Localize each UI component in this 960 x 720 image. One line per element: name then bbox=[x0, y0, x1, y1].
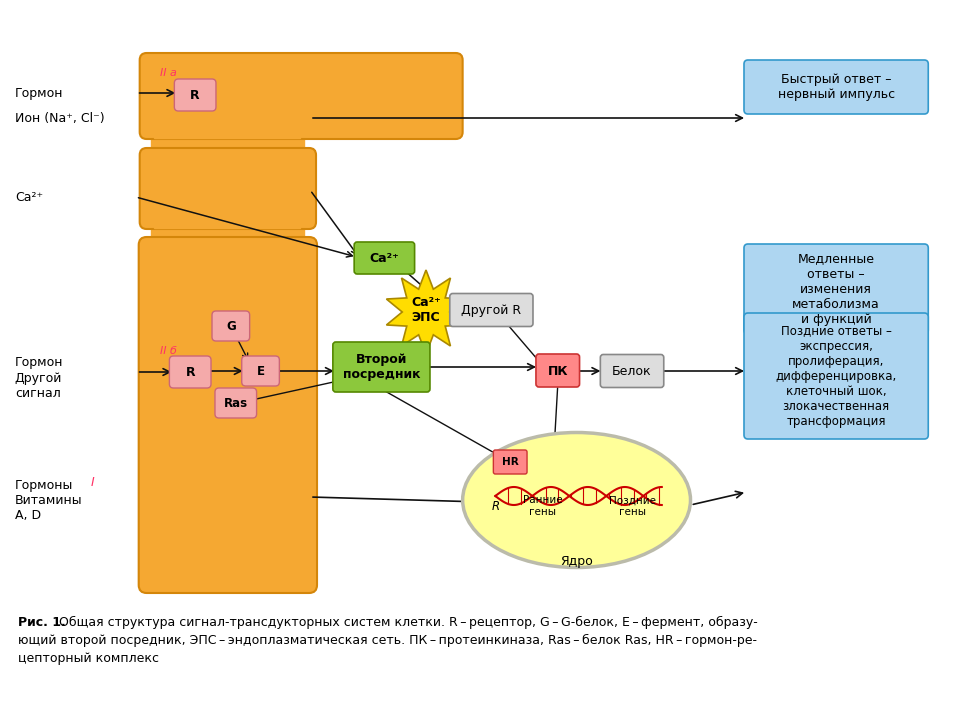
Text: Витамины: Витамины bbox=[14, 493, 83, 506]
Text: Ca²⁺: Ca²⁺ bbox=[370, 251, 399, 264]
Polygon shape bbox=[387, 270, 466, 354]
Text: Ранние
гены: Ранние гены bbox=[523, 495, 563, 517]
FancyBboxPatch shape bbox=[212, 311, 250, 341]
Text: А, D: А, D bbox=[14, 508, 41, 521]
FancyBboxPatch shape bbox=[354, 242, 415, 274]
Text: HR: HR bbox=[502, 457, 518, 467]
Text: Ras: Ras bbox=[224, 397, 248, 410]
Text: Ca²⁺
ЭПС: Ca²⁺ ЭПС bbox=[411, 296, 441, 324]
Text: ПК: ПК bbox=[547, 364, 568, 377]
FancyBboxPatch shape bbox=[215, 388, 256, 418]
Text: Поздние ответы –
экспрессия,
пролиферация,
дифференцировка,
клеточный шок,
злока: Поздние ответы – экспрессия, пролифераци… bbox=[776, 325, 897, 428]
Text: II а: II а bbox=[160, 68, 178, 78]
FancyBboxPatch shape bbox=[744, 244, 928, 334]
Text: Рис. 1.: Рис. 1. bbox=[18, 616, 65, 629]
FancyBboxPatch shape bbox=[333, 342, 430, 392]
Text: Другой: Другой bbox=[14, 372, 62, 384]
FancyBboxPatch shape bbox=[242, 356, 279, 386]
Text: Гормон: Гормон bbox=[14, 86, 63, 99]
Text: R: R bbox=[492, 500, 499, 513]
Bar bbox=[154, 126, 300, 138]
Text: сигнал: сигнал bbox=[14, 387, 60, 400]
Text: Белок: Белок bbox=[612, 364, 652, 377]
Text: Медленные
ответы –
изменения
метаболизма
и функций: Медленные ответы – изменения метаболизма… bbox=[792, 253, 880, 325]
Text: Второй
посредник: Второй посредник bbox=[343, 353, 420, 381]
Text: Другой R: Другой R bbox=[462, 304, 521, 317]
FancyBboxPatch shape bbox=[600, 354, 663, 387]
FancyBboxPatch shape bbox=[744, 60, 928, 114]
Text: Ион (Na⁺, Cl⁻): Ион (Na⁺, Cl⁻) bbox=[14, 112, 105, 125]
FancyBboxPatch shape bbox=[536, 354, 580, 387]
Text: ющий второй посредник, ЭПС – эндоплазматическая сеть. ПК – протеинкиназа, Ras – : ющий второй посредник, ЭПС – эндоплазмат… bbox=[18, 634, 756, 647]
Text: Общая структура сигнал-трансдукторных систем клетки. R – рецептор, G – G-белок, : Общая структура сигнал-трансдукторных си… bbox=[60, 616, 758, 629]
Text: Ca²⁺: Ca²⁺ bbox=[14, 191, 43, 204]
Text: Ядро: Ядро bbox=[561, 556, 593, 569]
Text: Гормоны: Гормоны bbox=[14, 479, 73, 492]
Text: R: R bbox=[190, 89, 200, 102]
Bar bbox=[151, 220, 304, 252]
Text: цепторный комплекс: цепторный комплекс bbox=[18, 652, 158, 665]
FancyBboxPatch shape bbox=[744, 313, 928, 439]
Bar bbox=[154, 216, 300, 228]
Text: II б: II б bbox=[160, 346, 178, 356]
Text: R: R bbox=[185, 366, 195, 379]
FancyBboxPatch shape bbox=[140, 53, 463, 139]
FancyBboxPatch shape bbox=[450, 294, 533, 326]
FancyBboxPatch shape bbox=[493, 450, 527, 474]
FancyBboxPatch shape bbox=[169, 356, 211, 388]
Text: E: E bbox=[256, 364, 265, 377]
Text: G: G bbox=[226, 320, 236, 333]
Ellipse shape bbox=[463, 433, 690, 567]
Text: Гормон: Гормон bbox=[14, 356, 63, 369]
FancyBboxPatch shape bbox=[138, 237, 317, 593]
FancyBboxPatch shape bbox=[175, 79, 216, 111]
Text: I: I bbox=[91, 477, 95, 490]
Text: Быстрый ответ –
нервный импульс: Быстрый ответ – нервный импульс bbox=[778, 73, 895, 101]
FancyBboxPatch shape bbox=[140, 148, 316, 229]
Bar bbox=[151, 130, 304, 162]
Text: Поздние
гены: Поздние гены bbox=[609, 495, 656, 517]
